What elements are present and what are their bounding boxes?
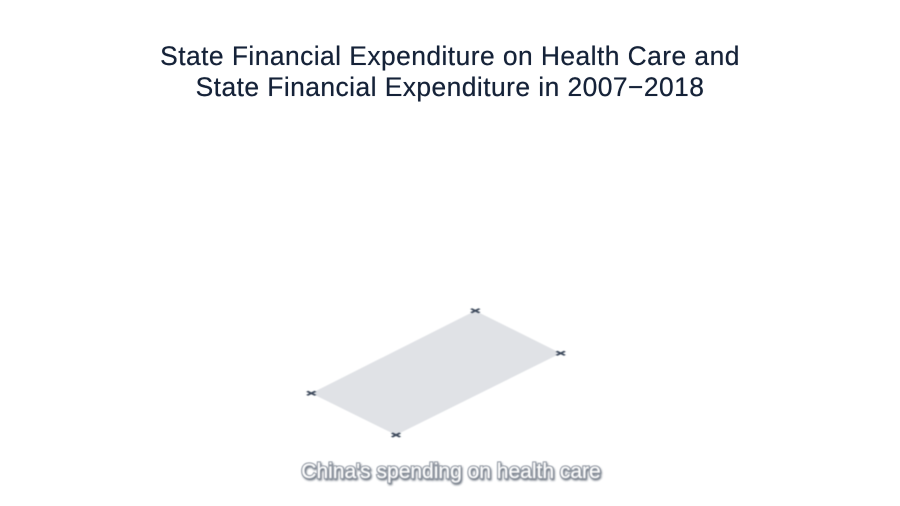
svg-text:China's spending on health car: China's spending on health care [302, 461, 601, 484]
svg-text:China's spending on health car: China's spending on health care [301, 460, 600, 483]
